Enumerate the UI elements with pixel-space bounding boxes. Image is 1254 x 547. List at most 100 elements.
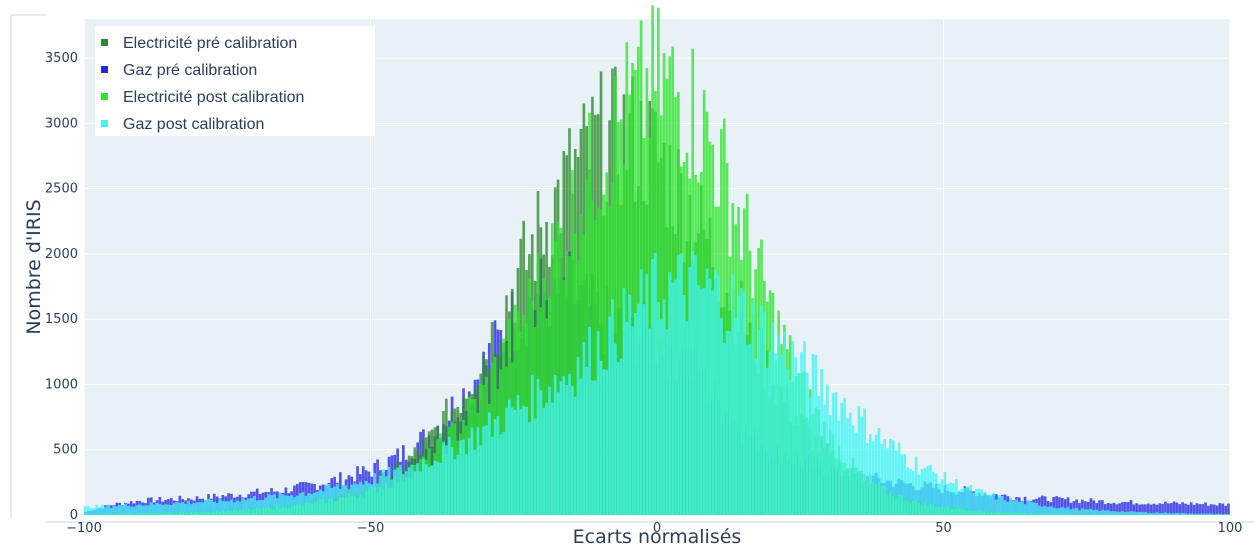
bar-0-385 xyxy=(1187,504,1190,515)
bar-3-207 xyxy=(677,254,680,515)
bar-3-210 xyxy=(685,321,689,515)
bar-3-381 xyxy=(1175,512,1179,515)
bar-3-196 xyxy=(645,274,649,515)
bar-3-22 xyxy=(147,505,150,515)
bar-0-378 xyxy=(1166,503,1170,515)
bar-2-163 xyxy=(550,223,554,515)
bar-2-186 xyxy=(616,122,620,515)
bar-3-239 xyxy=(768,351,772,515)
bar-3-367 xyxy=(1135,512,1139,515)
bar-3-148 xyxy=(508,399,511,515)
legend-label-3[interactable]: Gaz post calibration xyxy=(123,116,264,133)
bar-2-201 xyxy=(659,115,663,515)
bar-3-382 xyxy=(1178,513,1182,515)
bar-3-345 xyxy=(1072,508,1076,515)
bar-3-229 xyxy=(740,287,743,515)
bar-3-306 xyxy=(960,488,964,515)
y-tick-label-2: 1000 xyxy=(45,377,78,392)
bar-3-193 xyxy=(636,303,640,515)
bar-3-165 xyxy=(556,392,560,515)
bar-3-243 xyxy=(780,354,783,515)
bar-2-223 xyxy=(722,118,726,516)
bar-3-108 xyxy=(393,469,397,515)
bar-3-119 xyxy=(424,464,428,515)
bar-3-301 xyxy=(946,484,950,515)
legend-label-0[interactable]: Electricité pré calibration xyxy=(123,35,297,52)
bar-3-172 xyxy=(576,356,580,515)
bar-3-266 xyxy=(846,418,849,515)
bar-3-274 xyxy=(869,434,872,515)
bar-2-175 xyxy=(585,179,589,515)
legend-label-2[interactable]: Electricité post calibration xyxy=(123,89,304,106)
bar-3-399 xyxy=(1227,514,1230,515)
bar-2-202 xyxy=(662,53,666,516)
bar-3-75 xyxy=(298,493,302,515)
bar-2-189 xyxy=(625,42,629,515)
bar-3-124 xyxy=(439,462,442,515)
bar-0-347 xyxy=(1078,502,1081,515)
bar-3-11 xyxy=(115,506,119,515)
bar-3-346 xyxy=(1075,507,1078,515)
bar-3-143 xyxy=(493,419,497,515)
bar-3-128 xyxy=(450,446,454,515)
bar-3-248 xyxy=(794,357,798,515)
bar-3-176 xyxy=(588,327,591,515)
bar-3-82 xyxy=(318,489,322,515)
bar-3-379 xyxy=(1169,513,1173,515)
bar-3-211 xyxy=(688,266,692,515)
bar-3-178 xyxy=(593,380,597,515)
bar-3-111 xyxy=(402,474,405,515)
bar-3-86 xyxy=(330,487,334,515)
bar-0-339 xyxy=(1055,496,1058,515)
bar-3-363 xyxy=(1123,511,1127,515)
legend-label-1[interactable]: Gaz pré calibration xyxy=(123,62,257,79)
bar-0-369 xyxy=(1141,504,1144,515)
bar-2-193 xyxy=(636,46,640,515)
legend[interactable]: Electricité pré calibration Gaz pré calib… xyxy=(95,26,375,136)
bar-3-99 xyxy=(367,483,371,515)
bar-0-345 xyxy=(1072,501,1076,515)
bar-3-150 xyxy=(513,410,517,515)
bar-3-103 xyxy=(379,475,382,515)
bar-0-338 xyxy=(1052,496,1056,515)
bar-3-220 xyxy=(714,270,717,515)
bar-2-171 xyxy=(573,233,577,515)
bar-3-313 xyxy=(980,489,984,515)
bar-3-324 xyxy=(1012,501,1015,515)
bar-3-296 xyxy=(932,471,935,515)
bar-3-353 xyxy=(1095,509,1099,515)
bar-3-76 xyxy=(301,492,305,515)
legend-background xyxy=(95,26,375,136)
bar-3-396 xyxy=(1218,513,1222,515)
bar-3-336 xyxy=(1046,507,1050,515)
bar-3-127 xyxy=(447,436,451,515)
bar-3-258 xyxy=(823,404,826,515)
bar-3-93 xyxy=(350,484,354,515)
bar-3-101 xyxy=(373,473,377,515)
bar-3-312 xyxy=(977,488,981,515)
bar-3-202 xyxy=(662,299,666,515)
y-tick-label-6: 3000 xyxy=(45,116,78,131)
bar-3-280 xyxy=(886,448,889,515)
bar-3-179 xyxy=(596,331,600,515)
bar-3-50 xyxy=(227,501,230,515)
bar-3-181 xyxy=(602,369,606,515)
bar-3-305 xyxy=(957,490,961,515)
bar-3-25 xyxy=(155,502,159,515)
bar-3-375 xyxy=(1158,512,1162,515)
bar-0-386 xyxy=(1189,502,1193,515)
bar-3-8 xyxy=(106,504,110,515)
bar-3-53 xyxy=(235,500,239,515)
bar-3-139 xyxy=(482,426,485,515)
bar-0-373 xyxy=(1152,503,1156,515)
bar-3-242 xyxy=(777,335,780,515)
bar-3-231 xyxy=(745,344,749,515)
bar-3-249 xyxy=(797,373,801,515)
bar-3-395 xyxy=(1215,513,1219,515)
bar-3-371 xyxy=(1146,512,1150,515)
bar-3-43 xyxy=(207,498,210,515)
bar-3-221 xyxy=(717,276,720,515)
bar-0-384 xyxy=(1184,503,1187,515)
bar-3-262 xyxy=(834,392,838,515)
